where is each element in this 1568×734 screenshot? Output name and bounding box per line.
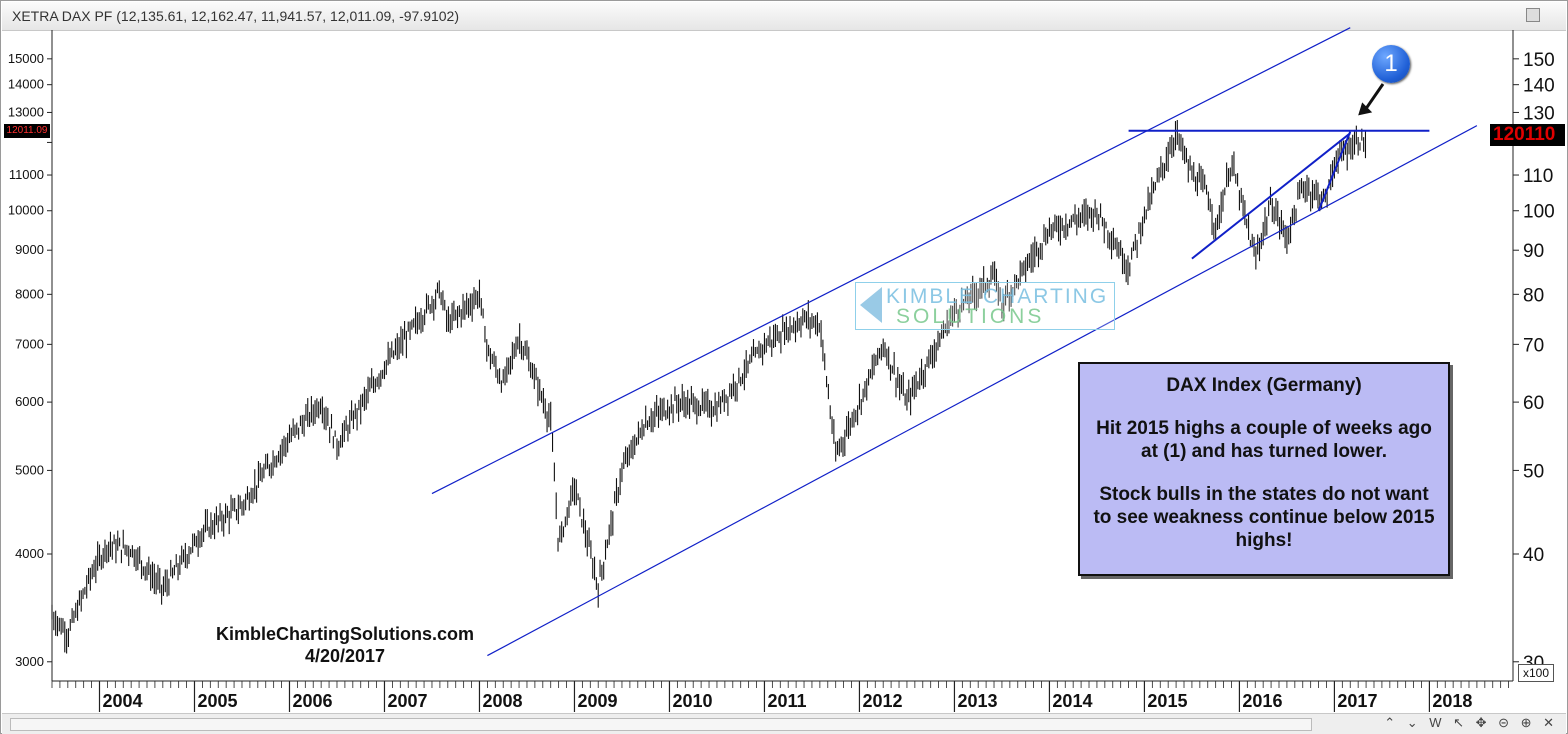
right-tick-label: 40 [1523,545,1544,566]
right-price-tag: 120110 [1490,124,1565,146]
watermark-line2: SOLUTIONS [896,305,1045,328]
zoom-controls[interactable]: ⌃ ⌄ W ↖ ✥ ⊝ ⊕ ✕ [1384,715,1558,730]
left-tick-label: 3000 [15,654,44,669]
callout-arrow-head [1358,102,1373,116]
annotation-paragraph-2: Stock bulls in the states do not want to… [1093,484,1435,551]
right-tick-label: 60 [1523,393,1544,414]
window-menu-icon[interactable] [1524,8,1554,24]
right-tick-label: 150 [1523,50,1555,71]
year-label: 2011 [767,691,806,711]
trendlines [431,27,1478,657]
left-tick-label: 14000 [8,77,44,92]
right-tick-label: 100 [1523,202,1555,223]
right-tick-label: 140 [1523,76,1555,97]
axis-multiplier-badge: x100 [1518,664,1554,682]
left-tick-label: 5000 [15,462,44,477]
year-label: 2005 [197,691,237,711]
callout-marker-1: 1 [1372,45,1410,83]
channel-upper-line [431,27,1351,495]
left-tick-label: 4000 [15,546,44,561]
left-tick-label: 11000 [9,167,44,182]
year-label: 2009 [577,691,617,711]
left-tick-label: 6000 [15,394,44,409]
year-label: 2010 [672,691,712,711]
watermark-line1: KIMBLE CHARTING [886,285,1109,308]
rising-wedge-lower-line [1317,131,1352,212]
left-tick-label: 15000 [8,51,44,66]
left-tick-label: 10000 [8,203,44,218]
year-label: 2004 [102,691,142,711]
right-tick-label: 80 [1523,285,1544,306]
year-label: 2007 [387,691,427,711]
ohlc-bars [51,119,1367,654]
left-tick-label: 9000 [15,242,44,257]
channel-lower-line [487,125,1478,657]
callout-arrow-shaft [1362,83,1385,113]
credit-site: KimbleChartingSolutions.com [215,624,474,644]
year-label: 2016 [1242,691,1282,711]
chart-titlebar: XETRA DAX PF (12,135.61, 12,162.47, 11,9… [2,2,1566,31]
chart-title: XETRA DAX PF (12,135.61, 12,162.47, 11,9… [12,8,460,24]
right-tick-label: 50 [1523,461,1544,482]
credit-block: KimbleChartingSolutions.com 4/20/2017 [150,623,540,667]
right-tick-label: 70 [1523,335,1544,356]
left-tick-label: 13000 [8,104,44,119]
price-chart: 3000304000405000506000607000708000809000… [8,27,1555,712]
left-price-tag: 12011.09 [4,124,50,138]
right-tick-label: 90 [1523,241,1544,262]
watermark-logo: KIMBLE CHARTING SOLUTIONS [855,282,1115,330]
year-label: 2017 [1337,691,1377,711]
year-label: 2015 [1147,691,1187,711]
year-label: 2012 [862,691,902,711]
annotation-title: DAX Index (Germany) [1166,375,1362,396]
right-tick-label: 130 [1523,103,1555,124]
right-tick-label: 110 [1523,166,1553,187]
annotation-paragraph-1: Hit 2015 highs a couple of weeks ago at … [1096,418,1432,462]
chart-bottom-toolbar: ⌃ ⌄ W ↖ ✥ ⊝ ⊕ ✕ [2,713,1566,734]
annotation-box: DAX Index (Germany) Hit 2015 highs a cou… [1078,362,1450,576]
logo-arrow-icon [860,287,882,323]
year-label: 2018 [1432,691,1472,711]
year-label: 2008 [482,691,522,711]
horizontal-scrollbar[interactable] [10,718,1312,731]
year-label: 2013 [957,691,997,711]
left-tick-label: 8000 [15,286,44,301]
year-label: 2006 [292,691,332,711]
left-tick-label: 7000 [15,336,44,351]
rising-wedge-upper-line [1191,132,1351,260]
year-label: 2014 [1052,691,1092,711]
credit-date: 4/20/2017 [304,646,386,666]
callout-arrow [1358,83,1385,116]
